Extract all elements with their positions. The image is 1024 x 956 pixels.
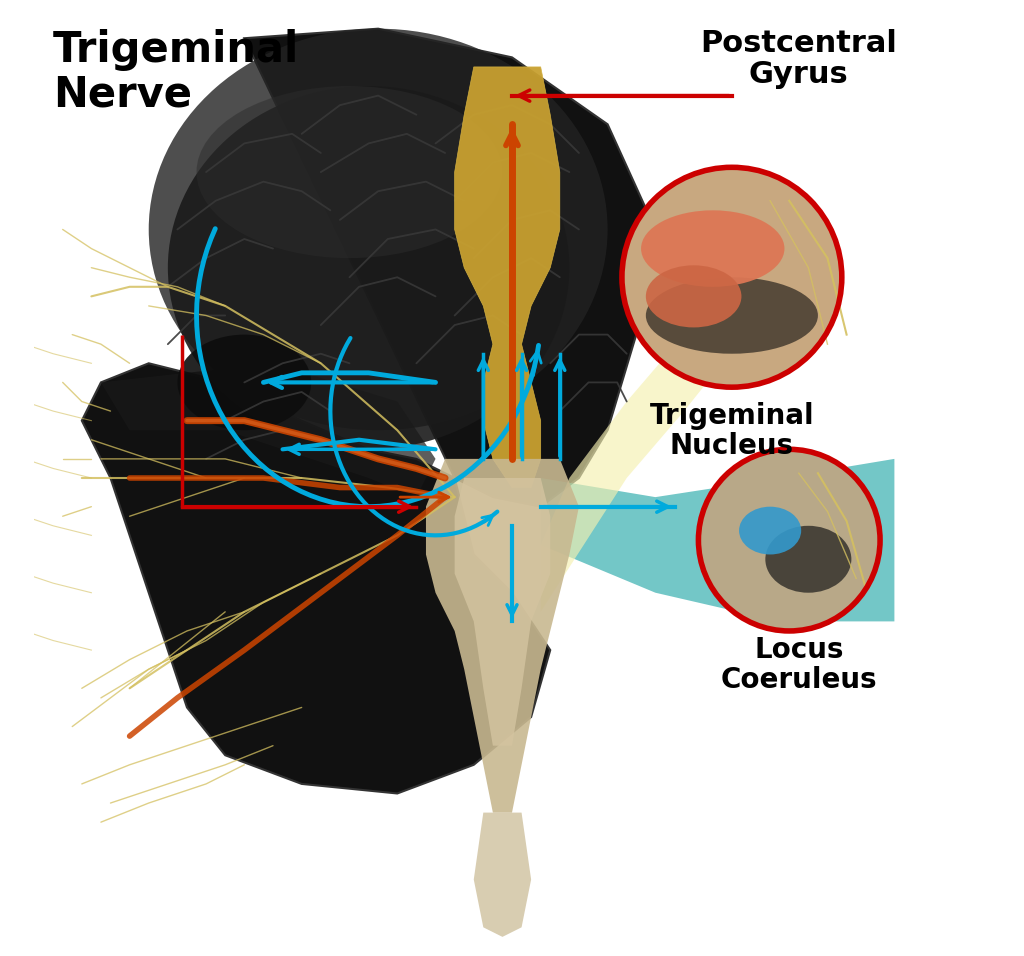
- Polygon shape: [455, 67, 560, 488]
- Polygon shape: [82, 29, 655, 793]
- Ellipse shape: [739, 507, 801, 554]
- Polygon shape: [455, 478, 550, 746]
- Polygon shape: [474, 813, 531, 937]
- Text: Locus
Coeruleus: Locus Coeruleus: [721, 636, 878, 694]
- Ellipse shape: [197, 86, 503, 258]
- Text: Trigeminal
Nucleus: Trigeminal Nucleus: [649, 402, 814, 460]
- Ellipse shape: [168, 86, 569, 449]
- Ellipse shape: [646, 265, 741, 328]
- Text: Postcentral
Gyrus: Postcentral Gyrus: [700, 29, 897, 89]
- Ellipse shape: [177, 335, 311, 430]
- Polygon shape: [541, 335, 722, 612]
- Ellipse shape: [646, 277, 818, 354]
- Ellipse shape: [148, 29, 607, 430]
- Polygon shape: [101, 363, 435, 497]
- Ellipse shape: [641, 210, 784, 287]
- Circle shape: [698, 449, 880, 631]
- Ellipse shape: [765, 526, 851, 593]
- Circle shape: [622, 167, 842, 387]
- Text: Trigeminal
Nerve: Trigeminal Nerve: [53, 29, 299, 116]
- Polygon shape: [541, 459, 894, 621]
- Polygon shape: [426, 459, 579, 813]
